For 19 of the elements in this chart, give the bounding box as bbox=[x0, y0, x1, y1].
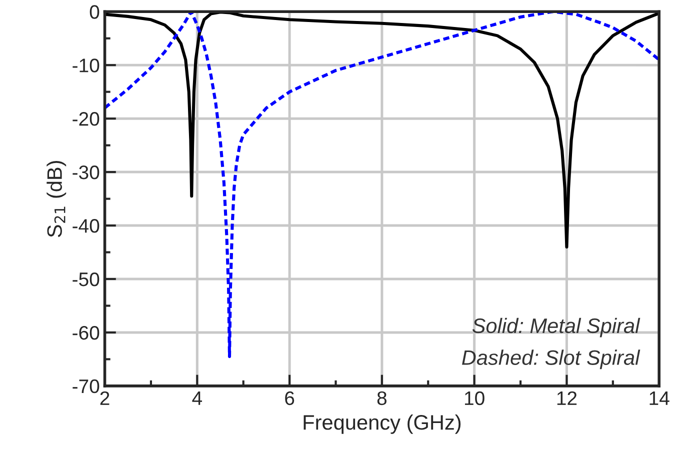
y-tick-label: -50 bbox=[72, 272, 100, 286]
x-tick-label: 4 bbox=[192, 392, 202, 405]
y-tick-label: -70 bbox=[72, 379, 100, 394]
x-tick-label: 8 bbox=[377, 391, 386, 406]
y-axis-title: S$_{21}$ (dB) bbox=[46, 160, 66, 238]
y-tick-label: -30 bbox=[72, 166, 100, 180]
annotation: Solid: Metal Spiral bbox=[472, 318, 640, 338]
annotation: Dashed: Slot Spiral bbox=[462, 350, 640, 370]
x-tick-label: 6 bbox=[285, 391, 294, 406]
x-axis-title: Frequency (GHz) bbox=[304, 414, 461, 434]
y-tick-label: -60 bbox=[72, 326, 100, 340]
x-tick-label: 14 bbox=[650, 392, 670, 405]
x-tick-label: 12 bbox=[557, 391, 577, 405]
x-tick-label: 2 bbox=[100, 391, 110, 405]
y-tick-label: 0 bbox=[90, 5, 100, 19]
y-tick-label: -20 bbox=[72, 112, 100, 126]
y-tick-label: -10 bbox=[72, 58, 100, 72]
y-tick-label: -40 bbox=[72, 218, 100, 233]
x-tick-label: 10 bbox=[464, 391, 484, 406]
